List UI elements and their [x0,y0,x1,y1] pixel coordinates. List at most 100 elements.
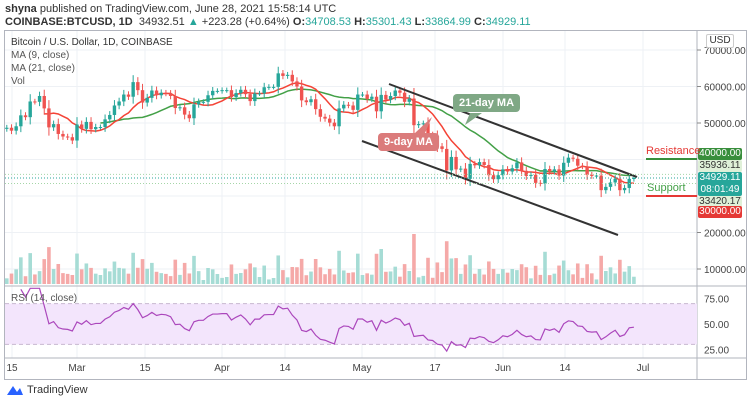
resistance-label: Resistance [646,145,701,157]
volume-bar [430,277,435,284]
candle-body [608,182,613,187]
volume-bar [627,266,632,284]
legend-vol[interactable]: Vol [11,76,25,87]
volume-bar [154,271,159,284]
volume-bar [440,272,444,284]
candle-body [487,164,491,176]
candle-body [356,94,360,110]
volume-bar [37,271,42,284]
candle-body [440,146,444,149]
volume-bar [84,263,89,284]
candle-body [580,165,585,167]
volume-bar [407,271,412,284]
candle-body [332,122,337,127]
rsi-legend[interactable]: RSI (14, close) [11,293,78,304]
candle-body [108,114,112,120]
legend-ma21[interactable]: MA (21, close) [11,63,75,74]
candle-body [276,73,280,87]
candle-body [136,82,140,91]
candle-body [566,157,571,163]
volume-bar [594,279,599,284]
legend-ma9[interactable]: MA (9, close) [11,50,70,61]
candle-body [515,162,519,169]
volume-bar [103,268,107,284]
currency-label[interactable]: USD [706,34,734,48]
volume-bar [262,265,266,284]
footer-brand[interactable]: TradingView [6,384,88,396]
candle-body [37,95,42,102]
candle-body [164,92,168,94]
volume-bar [543,251,547,284]
volume-bar [374,253,379,284]
time-tick-label: 17 [429,363,441,374]
candle-body [496,175,500,180]
candle-body [295,81,299,87]
volume-bar [267,279,271,284]
volume-bar [426,257,430,284]
candle-body [304,100,309,103]
volume-bar [290,267,295,284]
candle-body [196,101,201,105]
volume-bar [122,268,126,284]
change: +223.28 (+0.64%) [201,16,290,28]
volume-bar [309,271,313,284]
volume-bar [463,264,468,284]
candle-body [337,108,341,127]
volume-bar [70,275,75,284]
volume-bar [370,274,374,284]
candle-body [342,104,346,109]
volume-bar [150,262,154,284]
candle-body [590,174,594,176]
volume-bar [515,270,519,284]
time-tick-label: 14 [559,363,571,374]
resistance-price-tag: 40000.00 [698,148,742,160]
upper-level-tag: 35936.11 [698,160,742,172]
candle-body [505,169,510,172]
candle-body [51,124,56,128]
volume-bar [75,253,79,284]
volume-bar [388,271,393,284]
volume-bar [341,270,346,284]
candle-body [491,175,496,180]
volume-bar [538,274,543,284]
volume-bar [435,262,440,284]
author[interactable]: shyna [5,3,37,15]
candle-body [220,90,224,92]
volume-bar [33,274,37,284]
volume-bar [126,273,131,284]
volume-bar [196,271,201,284]
publish-info: shyna published on TradingView.com, June… [5,3,336,15]
candle-body [145,97,149,103]
candle-body [379,94,383,112]
volume-bar [533,265,538,284]
candle-body [215,90,220,92]
candle-body [524,170,528,176]
chart-frame[interactable] [4,30,747,380]
volume-bar [323,274,327,284]
volume-bar [585,264,589,284]
volume-bar [136,267,140,284]
rsi-line [20,287,634,353]
candle-body [94,127,98,130]
volume-bar [229,264,234,284]
volume-bar [491,268,496,284]
candle-body [225,90,229,92]
close-value: 34929.11 [485,16,531,28]
volume-bar [496,273,500,284]
candle-body [61,133,65,137]
candle-body [468,163,472,179]
candle-body [98,127,103,129]
candle-body [65,136,70,138]
candle-body [412,98,416,126]
volume-bar [220,277,224,284]
volume-bar [412,234,416,284]
volume-bar [131,252,135,284]
candle-body [187,114,192,119]
candle-body [281,73,285,76]
last-price-tag: 34929.11 08:01:49 [698,172,742,196]
candle-body [613,178,617,183]
volume-bar [566,270,571,284]
volume-bar [42,259,47,284]
volume-bar [271,278,276,284]
